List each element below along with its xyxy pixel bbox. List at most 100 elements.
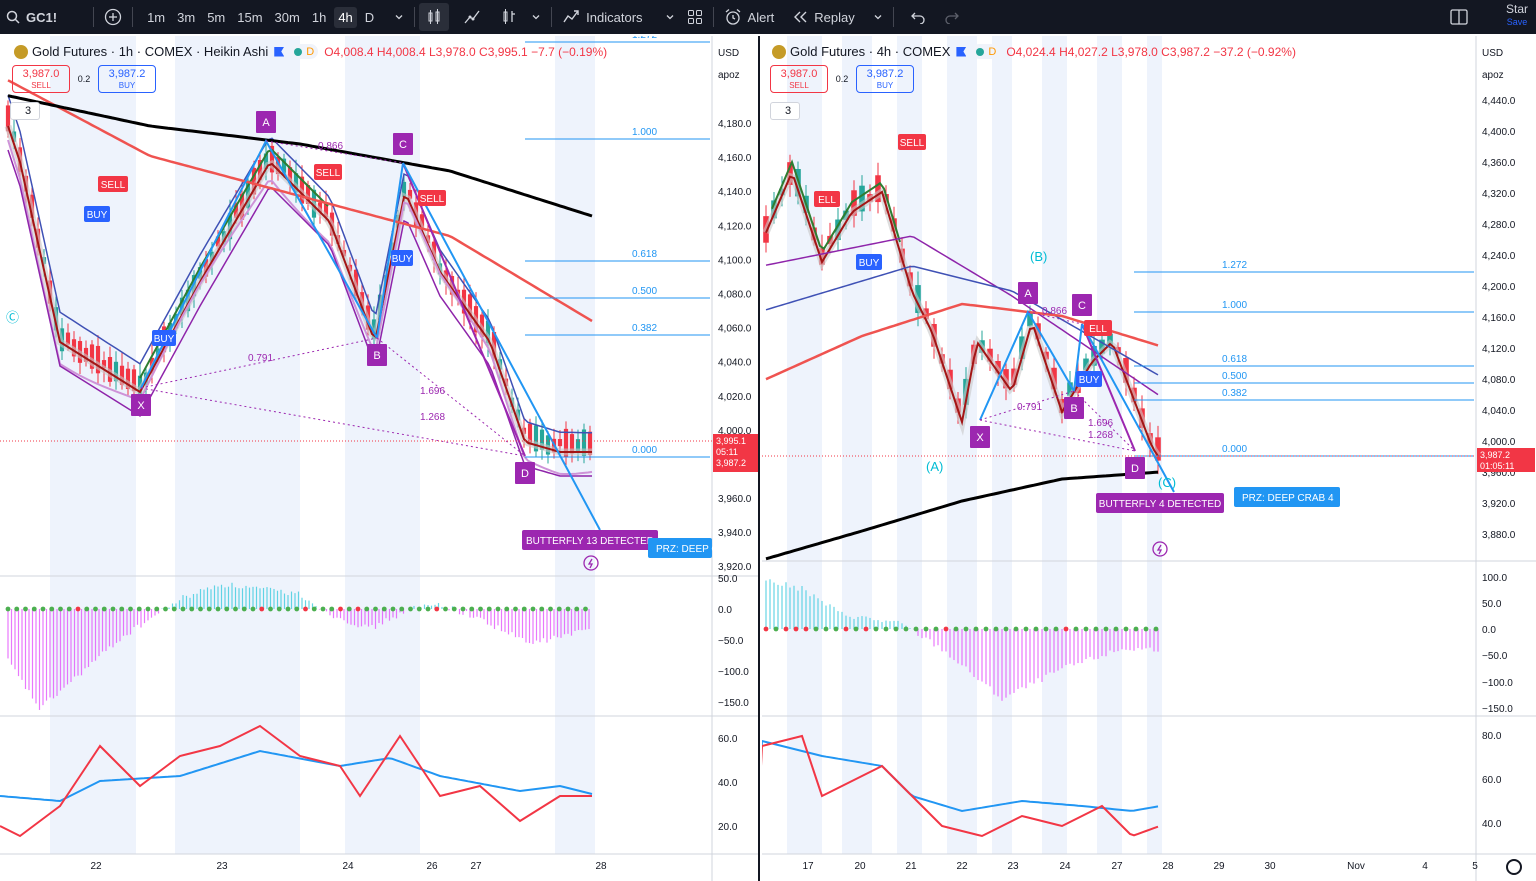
- price-tick-label: 3,960.0: [1482, 468, 1516, 479]
- macd-zero-dot: [390, 606, 396, 612]
- chart-legend-left: Gold Futures · 1h · COMEX · Heikin Ashi …: [14, 44, 607, 59]
- price-tag: [1477, 448, 1535, 472]
- macd-zero-dot: [1083, 626, 1089, 632]
- timeframe-1h[interactable]: 1h: [311, 9, 327, 25]
- macd-zero-dot: [963, 626, 969, 632]
- pattern-point-marker: [393, 133, 413, 155]
- settings-gear-icon[interactable]: [1506, 859, 1522, 875]
- undo-button[interactable]: [904, 0, 932, 34]
- candle-body: [269, 145, 275, 173]
- timeframe-d[interactable]: D: [364, 9, 375, 25]
- market-status[interactable]: D: [972, 44, 1001, 59]
- indicators-toggle-left[interactable]: 3: [10, 102, 40, 120]
- ma-pink: [7, 139, 593, 475]
- redo-button[interactable]: [938, 0, 966, 34]
- indicators-dropdown[interactable]: [659, 0, 681, 34]
- macd-zero-dot: [171, 606, 177, 612]
- macd-zero-dot: [198, 606, 203, 612]
- time-axis-label: 22: [956, 861, 968, 872]
- macd-zero-dot: [364, 606, 370, 612]
- price-tick-label: 4,100.0: [718, 255, 752, 266]
- price-tick-label: 4,040.0: [718, 358, 752, 369]
- candle-body: [587, 431, 593, 456]
- macd-zero-dot: [833, 626, 839, 632]
- price-tick-label: 4,360.0: [1482, 158, 1516, 169]
- session-shading: [1097, 36, 1122, 854]
- macd-zero-dot: [1063, 626, 1069, 632]
- macd-zero-dot: [136, 606, 142, 612]
- timeframe-5m[interactable]: 5m: [207, 9, 226, 25]
- price-tick-label: 4,400.0: [1482, 127, 1516, 138]
- macd-zero-dot: [49, 606, 55, 612]
- sell-button[interactable]: 3,987.0 SELL: [770, 65, 828, 93]
- macd-zero-dot: [451, 606, 457, 612]
- chart-pane-left[interactable]: 4,180.0 4,160.0 4,140.0 4,120.0 4,100.0 4,080…: [0, 36, 760, 881]
- macd-zero-dot: [521, 606, 527, 612]
- replay-dropdown[interactable]: [867, 0, 889, 34]
- macd-zero-dot: [504, 606, 510, 612]
- macd-zero-dot: [346, 606, 352, 612]
- rsi-signal-line: [762, 739, 1159, 813]
- bar-type-button[interactable]: [495, 0, 525, 34]
- indicators-button[interactable]: Indicators: [556, 0, 648, 34]
- timeframe-1m[interactable]: 1m: [147, 9, 166, 25]
- market-status[interactable]: D: [290, 44, 319, 59]
- time-axis-label: 17: [802, 861, 814, 872]
- macd-zero-dot: [530, 606, 536, 612]
- sell-button[interactable]: 3,987.0 SELL: [12, 65, 70, 93]
- alert-button[interactable]: Alert: [718, 0, 781, 34]
- star-save-button[interactable]: Star Save: [1506, 3, 1528, 29]
- compare-button[interactable]: [98, 0, 128, 34]
- session-shading: [897, 36, 922, 854]
- candle-body: [859, 185, 865, 212]
- indicator-count: 3: [25, 105, 32, 117]
- price-tick-label: 4,060.0: [718, 324, 752, 335]
- replay-button[interactable]: Replay: [786, 0, 860, 34]
- candle-body: [1099, 339, 1105, 354]
- sell-signal: [314, 164, 342, 180]
- ma-dark-red: [765, 175, 1159, 457]
- price-chart-left[interactable]: 4,180.0 4,160.0 4,140.0 4,120.0 4,100.0 4,080…: [0, 36, 760, 881]
- price-chart-right[interactable]: 4,440.0 4,400.0 4,360.0 4,320.0 4,280.0 4,240…: [762, 36, 1536, 881]
- chart-pane-right[interactable]: 4,440.0 4,400.0 4,360.0 4,320.0 4,280.0 4,240…: [762, 36, 1536, 881]
- split-panel-icon: [1450, 9, 1468, 25]
- sell-signal: [418, 190, 446, 206]
- timeframe-30m[interactable]: 30m: [274, 9, 300, 25]
- flag-icon[interactable]: [274, 46, 285, 57]
- chart-type-dropdown[interactable]: [525, 0, 547, 34]
- sell-signal: [814, 191, 840, 207]
- timeframe-dropdown[interactable]: [388, 0, 410, 34]
- macd-zero-dot: [1043, 626, 1049, 632]
- symbol-search[interactable]: GC1!: [0, 0, 63, 34]
- fib-level-label: 0.000: [1222, 444, 1247, 455]
- timeframe-3m[interactable]: 3m: [177, 9, 196, 25]
- split-layout-button[interactable]: [1444, 0, 1474, 34]
- pattern-point-label: A: [1024, 288, 1032, 300]
- buy-button[interactable]: 3,987.2 BUY: [856, 65, 914, 93]
- price-tick-label: 4,080.0: [1482, 375, 1516, 386]
- timeframe-15m[interactable]: 15m: [237, 9, 263, 25]
- flag-icon[interactable]: [956, 46, 967, 57]
- pattern-point-marker: [1018, 282, 1038, 304]
- time-axis-label: 28: [1162, 861, 1174, 872]
- timeframe-4h[interactable]: 4h: [334, 6, 357, 28]
- indicators-toggle-right[interactable]: 3: [770, 102, 800, 120]
- macd-axis-label: 50.0: [718, 574, 738, 585]
- layouts-button[interactable]: [681, 0, 709, 34]
- candle-body: [539, 429, 545, 450]
- ma-black: [7, 94, 593, 218]
- line-type-button[interactable]: [457, 0, 487, 34]
- fib-level-label: 0.382: [632, 323, 657, 334]
- macd-zero-dot: [574, 606, 580, 612]
- candle-body: [485, 320, 491, 344]
- fib-level-label: 0.382: [1222, 388, 1247, 399]
- lightning-icon: [1152, 541, 1168, 557]
- projection-line: [1081, 323, 1175, 493]
- candle-body: [569, 434, 575, 454]
- macd-zero-dot: [763, 626, 769, 632]
- candle-body: [65, 332, 71, 345]
- candles-type-button[interactable]: [419, 3, 450, 31]
- macd-zero-dot: [189, 606, 195, 612]
- time-axis-label: 5: [1472, 861, 1478, 872]
- buy-button[interactable]: 3,987.2 BUY: [98, 65, 156, 93]
